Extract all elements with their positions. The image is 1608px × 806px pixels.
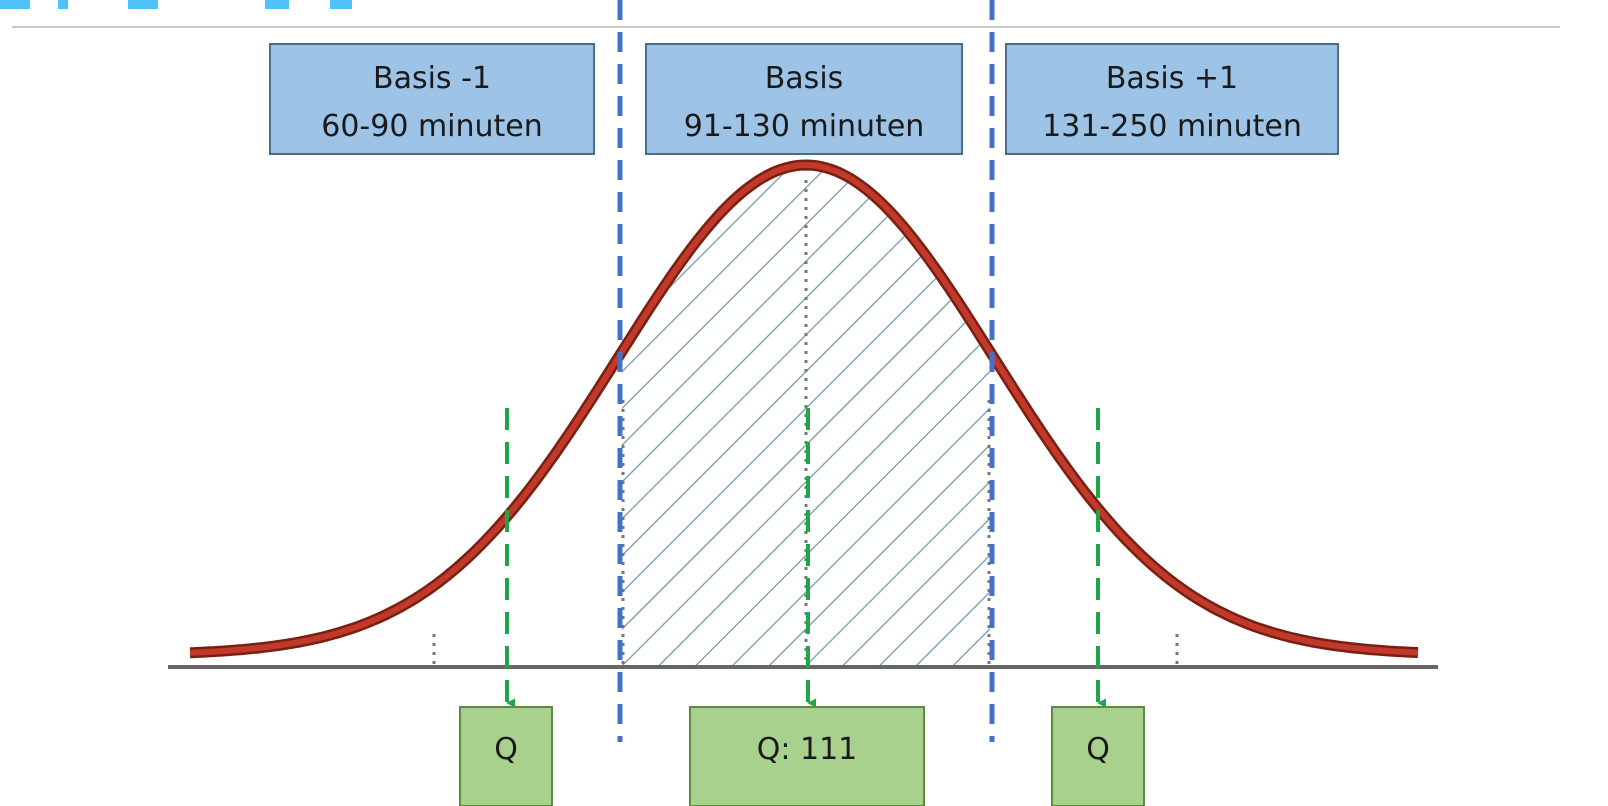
quantity-box-center: Q: 111: [689, 706, 925, 806]
quantity-label: Q: 111: [757, 732, 858, 767]
period-box-basis-plus1: Basis +1 131-250 minuten: [1005, 43, 1339, 155]
period-range: 91-130 minuten: [684, 109, 925, 144]
distribution-curve-highlight: [189, 162, 1419, 656]
heading-fragment: [0, 0, 352, 9]
quantity-box-left: Q: [459, 706, 553, 806]
period-title: Basis +1: [1106, 61, 1238, 96]
period-range: 60-90 minuten: [321, 109, 543, 144]
quantity-label: Q: [494, 732, 518, 767]
period-title: Basis: [765, 61, 844, 96]
period-box-basis: Basis 91-130 minuten: [645, 43, 963, 155]
period-box-basis-min1: Basis -1 60-90 minuten: [269, 43, 595, 155]
quantity-label: Q: [1086, 732, 1110, 767]
dotted-guides: [432, 180, 1179, 668]
period-range: 131-250 minuten: [1042, 109, 1302, 144]
quantity-box-right: Q: [1051, 706, 1145, 806]
period-title: Basis -1: [373, 61, 491, 96]
